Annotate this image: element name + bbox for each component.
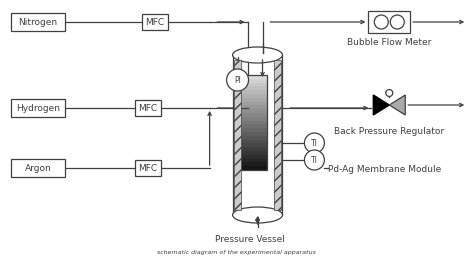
- Bar: [135, 100, 161, 116]
- Circle shape: [304, 150, 324, 170]
- Text: MFC: MFC: [138, 164, 157, 172]
- Bar: [238, 90, 266, 94]
- Text: Pd-Ag Membrane Module: Pd-Ag Membrane Module: [328, 165, 442, 174]
- Circle shape: [304, 133, 324, 153]
- Polygon shape: [389, 95, 405, 115]
- Bar: [274, 60, 282, 210]
- Bar: [234, 60, 241, 210]
- Ellipse shape: [233, 47, 283, 63]
- Bar: [11, 99, 65, 117]
- Text: Argon: Argon: [25, 164, 51, 172]
- Circle shape: [374, 15, 388, 29]
- Text: Pressure Vessel: Pressure Vessel: [215, 235, 284, 244]
- Bar: [238, 144, 266, 148]
- Text: schematic diagram of the experimental apparatus: schematic diagram of the experimental ap…: [157, 250, 316, 255]
- Text: MFC: MFC: [138, 103, 157, 113]
- Bar: [238, 132, 266, 136]
- Text: Nitrogen: Nitrogen: [18, 17, 57, 27]
- Bar: [238, 128, 266, 133]
- Bar: [238, 113, 266, 117]
- Bar: [238, 147, 266, 152]
- Bar: [238, 162, 266, 167]
- Bar: [238, 75, 266, 79]
- Bar: [238, 117, 266, 121]
- Bar: [233, 55, 283, 215]
- Bar: [238, 79, 266, 83]
- Bar: [368, 11, 410, 33]
- Bar: [238, 136, 266, 140]
- Ellipse shape: [233, 207, 283, 223]
- Bar: [238, 140, 266, 144]
- Bar: [238, 105, 266, 110]
- Polygon shape: [374, 95, 389, 115]
- Bar: [238, 94, 266, 98]
- Bar: [142, 14, 168, 30]
- Bar: [238, 83, 266, 87]
- Circle shape: [390, 15, 404, 29]
- Text: TI: TI: [311, 139, 318, 147]
- Bar: [238, 102, 266, 106]
- Bar: [238, 75, 266, 170]
- Bar: [238, 124, 266, 129]
- Text: Back Pressure Regulator: Back Pressure Regulator: [334, 127, 444, 136]
- Bar: [238, 166, 266, 171]
- Bar: [11, 13, 65, 31]
- Text: PI: PI: [234, 75, 241, 84]
- Bar: [11, 159, 65, 177]
- Bar: [238, 159, 266, 163]
- Text: Hydrogen: Hydrogen: [16, 103, 60, 113]
- Bar: [238, 98, 266, 102]
- Bar: [238, 151, 266, 155]
- Bar: [238, 121, 266, 125]
- Text: TI: TI: [311, 155, 318, 165]
- Bar: [135, 160, 161, 176]
- Bar: [238, 86, 266, 91]
- Bar: [238, 155, 266, 159]
- Text: Bubble Flow Meter: Bubble Flow Meter: [347, 38, 431, 47]
- Circle shape: [386, 89, 393, 96]
- Circle shape: [227, 69, 248, 91]
- Text: MFC: MFC: [145, 17, 164, 27]
- Bar: [238, 109, 266, 114]
